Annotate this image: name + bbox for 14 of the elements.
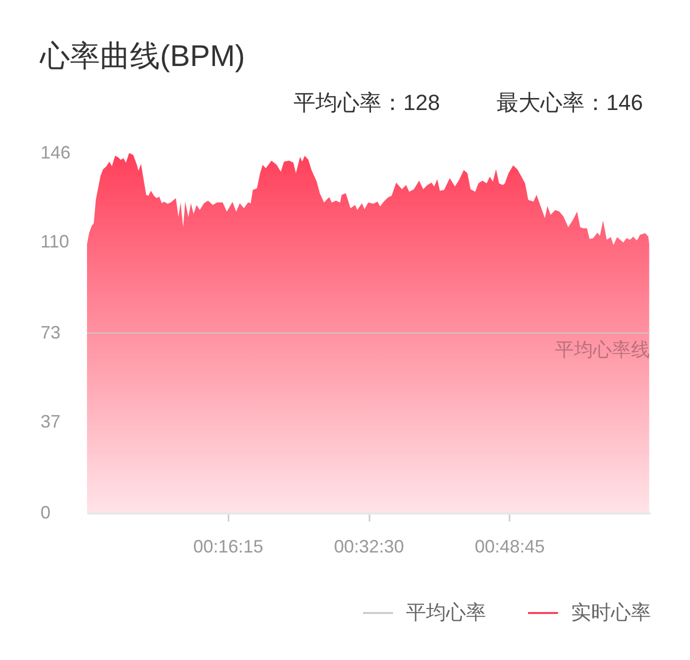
y-tick-label: 73 <box>40 322 61 342</box>
text: 最大心率：146 <box>496 90 643 115</box>
annotation: 平均心率线 <box>555 339 650 361</box>
chart-title: 心率曲线(BPM) <box>39 40 245 73</box>
y-tick-label: 37 <box>40 411 61 432</box>
legend-label: 实时心率 <box>571 602 651 624</box>
x-tick-label: 00:48:45 <box>474 536 545 556</box>
legend-label: 平均心率 <box>406 602 486 624</box>
x-tick-label: 00:32:30 <box>334 536 404 556</box>
text: 平均心率：128 <box>293 90 440 115</box>
x-tick-label: 00:16:15 <box>193 536 264 556</box>
y-tick-label: 0 <box>40 502 51 522</box>
y-tick-label: 110 <box>40 231 70 252</box>
y-tick-label: 146 <box>40 142 71 162</box>
